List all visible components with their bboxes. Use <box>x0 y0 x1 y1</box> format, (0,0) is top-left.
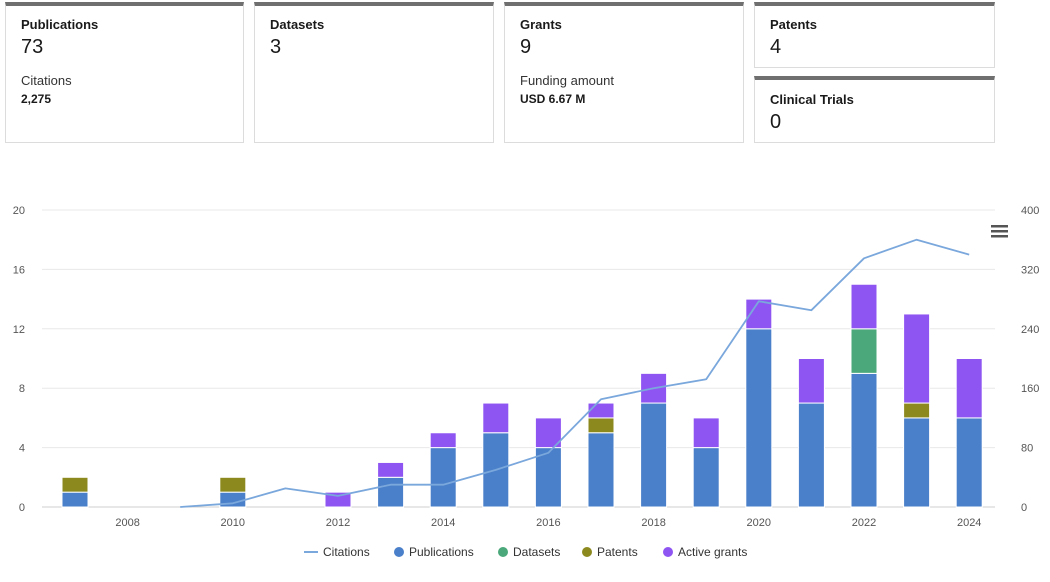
bar-segment-patents <box>903 402 931 419</box>
x-tick-label: 2018 <box>641 517 665 529</box>
grants-count: 9 <box>520 36 532 58</box>
y-right-tick-label: 0 <box>1021 502 1027 514</box>
bar-segment-active-grants <box>534 417 562 449</box>
x-tick-label: 2016 <box>536 517 560 529</box>
y-right-tick-label: 320 <box>1021 264 1039 276</box>
x-tick-label: 2022 <box>852 517 876 529</box>
bar-segment-publications <box>850 372 878 508</box>
bar-segment-active-grants <box>377 461 405 478</box>
patents-card[interactable]: Patents 4 <box>754 2 995 68</box>
bar-segment-publications <box>692 447 720 508</box>
y-right-tick-label: 240 <box>1021 324 1039 336</box>
clinical-trials-count: 0 <box>770 111 782 133</box>
bar-segment-publications <box>903 417 931 508</box>
bar-segment-publications <box>797 402 825 508</box>
bar-segment-publications <box>955 417 983 508</box>
y-left-tick-label: 8 <box>19 383 25 395</box>
y-left-tick-label: 4 <box>19 443 25 455</box>
bar-segment-patents <box>219 476 247 493</box>
y-right-tick-label: 80 <box>1021 443 1033 455</box>
bar-segment-active-grants <box>903 313 931 404</box>
clinical-trials-label: Clinical Trials <box>770 92 854 107</box>
funding-amount-value: USD 6.67 M <box>520 92 586 106</box>
bar-segment-publications <box>640 402 668 508</box>
legend-swatch-active-grants <box>663 547 673 557</box>
bar-segment-publications <box>61 491 89 508</box>
x-tick-label: 2024 <box>957 517 981 529</box>
axes: 0 4 8 12 16 20 0 80 160 240 320 400 2008 2010 2012 2014… <box>13 205 1040 529</box>
chart-menu-icon[interactable] <box>991 225 1008 238</box>
x-tick-label: 2012 <box>326 517 350 529</box>
bar-segment-publications <box>745 328 773 508</box>
legend-label-patents: Patents <box>597 545 638 559</box>
publications-card[interactable]: Publications 73 Citations 2,275 <box>5 2 244 143</box>
x-tick-label: 2010 <box>221 517 245 529</box>
gridlines <box>42 209 995 508</box>
bar-segment-active-grants <box>587 402 615 419</box>
grants-card[interactable]: Grants 9 Funding amount USD 6.67 M <box>504 2 744 143</box>
legend-label-datasets: Datasets <box>513 545 560 559</box>
legend-swatch-patents <box>582 547 592 557</box>
bar-segment-active-grants <box>955 358 983 419</box>
bar-segment-active-grants <box>692 417 720 449</box>
research-output-chart: 0 4 8 12 16 20 0 80 160 240 320 400 2008 2010 2012 2014… <box>13 205 1040 559</box>
datasets-label: Datasets <box>270 17 325 32</box>
bar-series <box>61 283 983 508</box>
datasets-card[interactable]: Datasets 3 <box>254 2 494 143</box>
bar-segment-publications <box>377 476 405 508</box>
bar-segment-patents <box>61 476 89 493</box>
bar-segment-active-grants <box>850 283 878 330</box>
bar-segment-patents <box>587 417 615 434</box>
citations-line-series <box>180 238 970 508</box>
legend-label-active-grants: Active grants <box>678 545 747 559</box>
legend-label-citations: Citations <box>323 545 370 559</box>
publications-label: Publications <box>21 17 99 32</box>
clinical-trials-card[interactable]: Clinical Trials 0 <box>754 76 995 143</box>
y-left-tick-label: 16 <box>13 264 25 276</box>
legend-swatch-publications <box>394 547 404 557</box>
y-left-tick-label: 12 <box>13 324 25 336</box>
datasets-count: 3 <box>270 36 282 58</box>
x-tick-label: 2008 <box>115 517 139 529</box>
y-left-tick-label: 0 <box>19 502 25 514</box>
funding-amount-label: Funding amount <box>520 73 614 88</box>
bar-segment-active-grants <box>429 432 457 449</box>
patents-label: Patents <box>770 17 817 32</box>
chart-legend: Citations Publications Datasets Patents Acti… <box>304 545 747 559</box>
y-right-tick-label: 160 <box>1021 383 1039 395</box>
citations-count: 2,275 <box>21 92 52 106</box>
publications-count: 73 <box>21 36 44 58</box>
legend-label-publications: Publications <box>409 545 474 559</box>
bar-segment-publications <box>587 432 615 508</box>
bar-segment-datasets <box>850 328 878 374</box>
bar-segment-active-grants <box>482 402 510 434</box>
citations-label: Citations <box>21 73 72 88</box>
bar-segment-publications <box>429 447 457 508</box>
citations-line <box>180 238 970 508</box>
y-left-tick-label: 20 <box>13 205 25 217</box>
y-right-tick-label: 400 <box>1021 205 1039 217</box>
patents-count: 4 <box>770 36 782 58</box>
x-tick-label: 2014 <box>431 517 455 529</box>
grants-label: Grants <box>520 17 562 32</box>
bar-segment-active-grants <box>797 358 825 404</box>
x-tick-label: 2020 <box>747 517 771 529</box>
legend-swatch-datasets <box>498 547 508 557</box>
